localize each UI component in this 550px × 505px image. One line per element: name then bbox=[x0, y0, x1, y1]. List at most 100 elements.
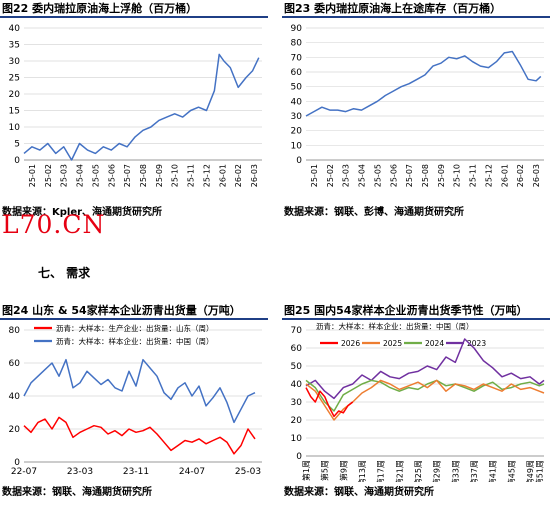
y-tick-label: 0 bbox=[296, 156, 302, 166]
x-tick-label: 25-12 bbox=[202, 164, 211, 187]
chart-title-fig24: 图24 山东 & 54家样本企业沥青出货量（万吨） bbox=[2, 304, 241, 317]
y-tick-label: 0 bbox=[14, 156, 20, 166]
x-tick-label: 第51周 bbox=[534, 460, 544, 482]
series-line bbox=[23, 358, 256, 424]
y-tick-label: 10 bbox=[9, 123, 21, 133]
source-note-fig23: 数据来源：钢联、彭博、海通期货研究所 bbox=[284, 207, 464, 218]
x-tick-label: 26-03 bbox=[250, 164, 259, 187]
x-tick-label: 25-04 bbox=[76, 164, 85, 187]
x-tick-label: 25-05 bbox=[373, 164, 382, 187]
x-tick-label: 25-07 bbox=[123, 164, 132, 187]
y-tick-label: 60 bbox=[291, 68, 303, 78]
title-rule bbox=[0, 16, 268, 18]
y-tick-label: 30 bbox=[9, 57, 21, 67]
chart-title-fig23: 图23 委内瑞拉原油海上在途库存（百万桶） bbox=[284, 2, 502, 15]
x-tick-label: 25-09 bbox=[155, 164, 164, 187]
legend-label: 沥青：大样本：生产企业：出货量：山东（周） bbox=[56, 323, 214, 333]
x-tick-label: 25-06 bbox=[389, 164, 398, 187]
legend-label: 2023 bbox=[467, 339, 486, 348]
y-tick-label: 10 bbox=[291, 434, 303, 444]
y-tick-label: 35 bbox=[9, 41, 20, 51]
site-logo: L70.CN bbox=[2, 210, 106, 239]
x-tick-label: 25-03 bbox=[60, 164, 69, 187]
series-line bbox=[305, 50, 542, 117]
x-tick-label: 25-11 bbox=[469, 164, 478, 187]
x-tick-label: 25-03 bbox=[235, 467, 261, 477]
x-tick-label: 25-06 bbox=[107, 164, 116, 187]
series-line bbox=[305, 338, 545, 400]
x-tick-label: 25-08 bbox=[139, 164, 148, 187]
x-tick-label: 第1周 bbox=[301, 460, 311, 481]
series-line bbox=[305, 379, 545, 412]
x-tick-label: 第21周 bbox=[394, 460, 404, 482]
title-rule bbox=[0, 318, 268, 320]
x-tick-label: 第45周 bbox=[506, 460, 516, 482]
x-tick-label: 第17周 bbox=[376, 460, 386, 482]
y-tick-label: 20 bbox=[291, 416, 303, 426]
y-tick-label: 25 bbox=[9, 74, 20, 84]
y-tick-label: 30 bbox=[291, 398, 303, 408]
series-line bbox=[305, 379, 545, 421]
x-tick-label: 26-01 bbox=[500, 164, 509, 187]
x-tick-label: 25-10 bbox=[453, 164, 462, 187]
y-tick-label: 60 bbox=[9, 359, 21, 369]
chart-panel-fig22: 图22 委内瑞拉原油海上浮舱（百万桶） 0 5 10 15 20 25 30 35 40 25-0… bbox=[0, 0, 268, 222]
y-tick-label: 60 bbox=[291, 344, 303, 354]
x-tick-label: 25-03 bbox=[342, 164, 351, 187]
x-tick-label: 25-02 bbox=[326, 164, 335, 187]
x-tick-label: 第41周 bbox=[488, 460, 498, 482]
x-tick-label: 第49周 bbox=[525, 460, 535, 482]
source-note-fig24: 数据来源：钢联、海通期货研究所 bbox=[2, 487, 152, 498]
y-tick-label: 15 bbox=[9, 107, 20, 117]
x-tick-label: 第37周 bbox=[469, 460, 479, 482]
legend-label: 2024 bbox=[425, 339, 444, 348]
y-tick-label: 30 bbox=[291, 112, 303, 122]
x-tick-label: 第29周 bbox=[432, 460, 442, 482]
y-tick-label: 90 bbox=[291, 24, 303, 34]
chart-fig22: 0 5 10 15 20 25 30 35 40 25-01 25-02 25-03 25-04 25-0… bbox=[9, 24, 262, 187]
chart-fig23: 0 10 20 30 40 50 60 70 80 90 25-01 25-02 25-03 25-04 2… bbox=[291, 24, 544, 187]
chart-title-fig22: 图22 委内瑞拉原油海上浮舱（百万桶） bbox=[2, 2, 198, 15]
legend-label: 2026 bbox=[341, 339, 360, 348]
x-tick-label: 25-10 bbox=[171, 164, 180, 187]
y-tick-label: 0 bbox=[296, 452, 302, 462]
x-tick-label: 25-12 bbox=[484, 164, 493, 187]
x-tick-label: 第13周 bbox=[357, 460, 367, 482]
y-tick-label: 40 bbox=[9, 24, 21, 34]
x-tick-label: 25-08 bbox=[421, 164, 430, 187]
y-tick-label: 20 bbox=[9, 90, 21, 100]
x-tick-label: 第5周 bbox=[320, 460, 330, 481]
x-tick-label: 23-11 bbox=[123, 467, 149, 477]
x-tick-label: 25-05 bbox=[91, 164, 100, 187]
legend-label: 2025 bbox=[383, 339, 402, 348]
x-tick-label: 25-07 bbox=[405, 164, 414, 187]
x-tick-label: 25-04 bbox=[358, 164, 367, 187]
chart-fig24: 0 20 40 60 80 22-07 23-03 23-11 24-07 25-03 沥青：大样本… bbox=[9, 323, 262, 477]
source-note-fig25: 数据来源：钢联、海通期货研究所 bbox=[284, 487, 434, 498]
y-tick-label: 0 bbox=[14, 458, 20, 468]
y-tick-label: 50 bbox=[291, 83, 303, 93]
x-tick-label: 25-11 bbox=[187, 164, 196, 187]
x-tick-label: 25-02 bbox=[44, 164, 53, 187]
x-tick-label: 第33周 bbox=[450, 460, 460, 482]
x-tick-label: 26-02 bbox=[234, 164, 243, 187]
x-tick-label: 26-03 bbox=[532, 164, 541, 187]
x-tick-label: 第9周 bbox=[338, 460, 348, 481]
axis-title: 沥青：大样本：样本企业：出货量：中国（周） bbox=[316, 322, 474, 331]
y-tick-label: 70 bbox=[291, 326, 303, 336]
y-tick-label: 80 bbox=[291, 39, 303, 49]
y-tick-label: 40 bbox=[9, 392, 21, 402]
chart-title-fig25: 图25 国内54家样本企业沥青出货季节性（万吨） bbox=[284, 304, 528, 317]
section-heading: 七、 需求 bbox=[38, 266, 91, 280]
x-tick-label: 22-07 bbox=[11, 467, 37, 477]
chart-panel-fig24: 图24 山东 & 54家样本企业沥青出货量（万吨） 0 20 40 60 80 22-07… bbox=[0, 302, 268, 505]
x-tick-label: 26-02 bbox=[516, 164, 525, 187]
series-line bbox=[23, 53, 260, 161]
y-tick-label: 70 bbox=[291, 53, 303, 63]
source-note-fig22: 数据来源：Kpler、海通期货研究所 bbox=[2, 207, 163, 218]
series-line bbox=[305, 387, 354, 418]
x-tick-label: 第25周 bbox=[413, 460, 423, 482]
x-tick-label: 25-01 bbox=[310, 164, 319, 187]
chart-fig25: 0 10 20 30 40 50 60 70 第1周 第5周 第9周 第13周 第17周 第21周 第25周… bbox=[291, 322, 545, 482]
chart-panel-fig25: 图25 国内54家样本企业沥青出货季节性（万吨） 0 10 20 30 40 50 60 70… bbox=[282, 302, 550, 505]
